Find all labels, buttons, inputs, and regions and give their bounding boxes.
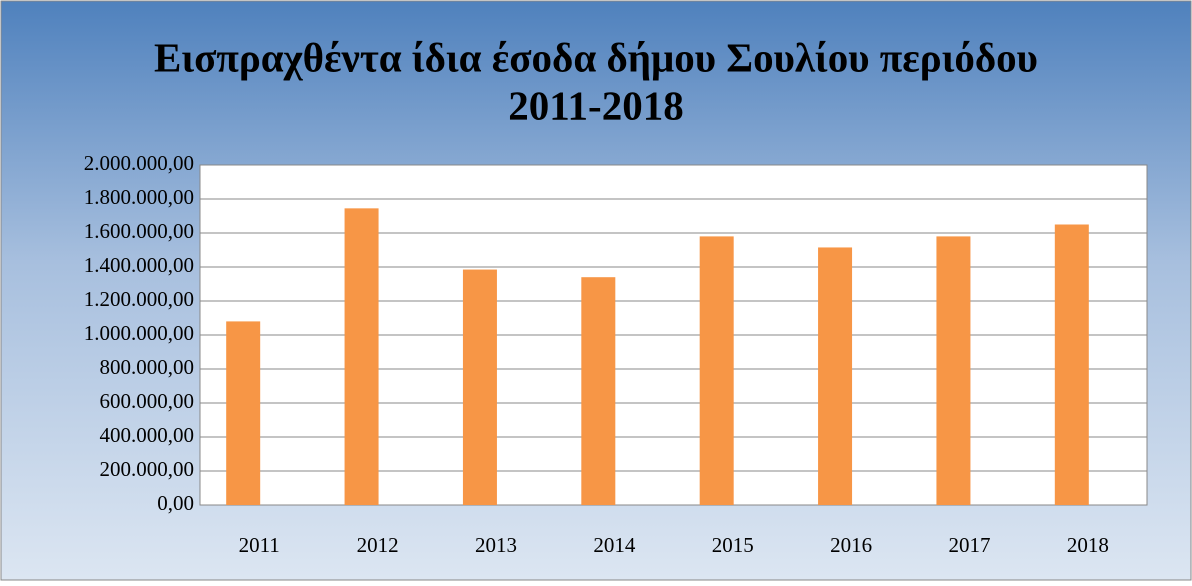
bar (1054, 224, 1089, 505)
bar (462, 269, 497, 505)
x-tick-label: 2018 (1067, 533, 1109, 557)
x-tick-label: 2012 (357, 533, 399, 557)
x-tick-label: 2014 (593, 533, 636, 557)
y-tick-label: 1.400.000,00 (84, 253, 194, 277)
x-tick-label: 2016 (830, 533, 872, 557)
y-tick-label: 1.800.000,00 (84, 185, 194, 209)
chart-title: Εισπραχθέντα ίδια έσοδα δήμου Σουλίου πε… (154, 34, 1038, 80)
y-tick-label: 0,00 (157, 491, 194, 515)
x-tick-label: 2013 (475, 533, 517, 557)
bar (699, 236, 734, 505)
y-tick-label: 1.000.000,00 (84, 321, 194, 345)
y-tick-label: 1.200.000,00 (84, 287, 194, 311)
y-tick-label: 1.600.000,00 (84, 219, 194, 243)
bar (226, 321, 261, 505)
x-tick-label: 2011 (239, 533, 280, 557)
y-tick-label: 600.000,00 (100, 389, 195, 413)
chart-title: 2011-2018 (508, 82, 683, 128)
y-tick-label: 400.000,00 (100, 423, 195, 447)
bar (936, 236, 971, 505)
y-tick-label: 200.000,00 (100, 457, 195, 481)
y-tick-label: 800.000,00 (100, 355, 195, 379)
bar (581, 277, 616, 505)
bar (818, 247, 853, 505)
y-tick-label: 2.000.000,00 (84, 151, 194, 175)
x-tick-label: 2017 (948, 533, 990, 557)
x-tick-label: 2015 (712, 533, 754, 557)
bar (344, 208, 379, 505)
